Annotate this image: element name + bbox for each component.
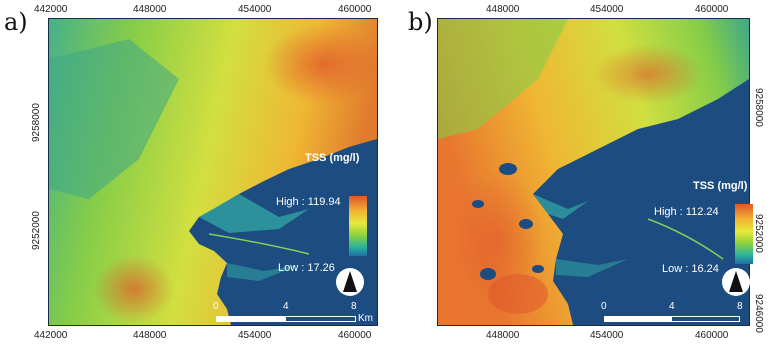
panel-a-bottom-tick: 454000 [238, 330, 272, 341]
panel-a-legend-high: High : 119.94 [276, 196, 341, 208]
panel-a-legend-title: TSS (mg/l) [305, 152, 360, 164]
panel-b-color-ramp [735, 204, 753, 264]
map-b-raster [438, 19, 749, 325]
panel-a-bottom-tick: 460000 [338, 330, 372, 341]
panel-b-scale-label: 8 [737, 301, 743, 312]
panel-a-left-tick: 9258000 [31, 103, 42, 142]
panel-b-scale-label: 4 [669, 301, 675, 312]
map-panel-b [437, 18, 750, 326]
panel-a-color-ramp [349, 196, 367, 256]
panel-a-bottom-tick: 448000 [133, 330, 167, 341]
panel-b-bottom-tick: 448000 [486, 330, 520, 341]
panel-a-bottom-tick: 442000 [34, 330, 68, 341]
panel-b-legend-title: TSS (mg/l) [693, 180, 748, 192]
panel-b-scale-label: 0 [601, 301, 607, 312]
panel-a-scale-label: 8 [351, 301, 357, 312]
panel-b-top-tick: 454000 [590, 4, 624, 15]
panel-b-right-tick: 9252000 [753, 214, 764, 253]
map-a-raster [49, 19, 377, 325]
panel-a-top-tick: 454000 [238, 4, 272, 15]
panel-b-letter: b) [408, 8, 433, 36]
panel-a-left-tick: 9252000 [31, 211, 42, 250]
panel-b-right-tick: 9246000 [753, 294, 764, 333]
panel-b-right-tick: 9258000 [753, 88, 764, 127]
panel-b-bottom-tick: 454000 [590, 330, 624, 341]
panel-b-top-tick: 448000 [486, 4, 520, 15]
north-arrow-icon [336, 268, 364, 296]
panel-a-scale-label: 0 [213, 301, 219, 312]
panel-b-legend-high: High : 112.24 [654, 206, 719, 218]
panel-a-letter: a) [4, 8, 28, 36]
panel-a-legend-low: Low : 17.26 [278, 262, 335, 274]
map-panel-a [48, 18, 378, 326]
panel-a-top-tick: 460000 [338, 4, 372, 15]
panel-b-legend-low: Low : 16.24 [662, 263, 719, 275]
panel-b-bottom-tick: 460000 [695, 330, 729, 341]
panel-a-scale-unit: Km [358, 313, 373, 324]
panel-b-top-tick: 460000 [695, 4, 729, 15]
panel-a-top-tick: 448000 [133, 4, 167, 15]
panel-a-top-tick: 442000 [34, 4, 68, 15]
panel-a-scale-label: 4 [283, 301, 289, 312]
panel-b-scale-bar [604, 316, 740, 322]
north-arrow-icon [722, 268, 750, 296]
panel-a-scale-bar [216, 316, 356, 322]
